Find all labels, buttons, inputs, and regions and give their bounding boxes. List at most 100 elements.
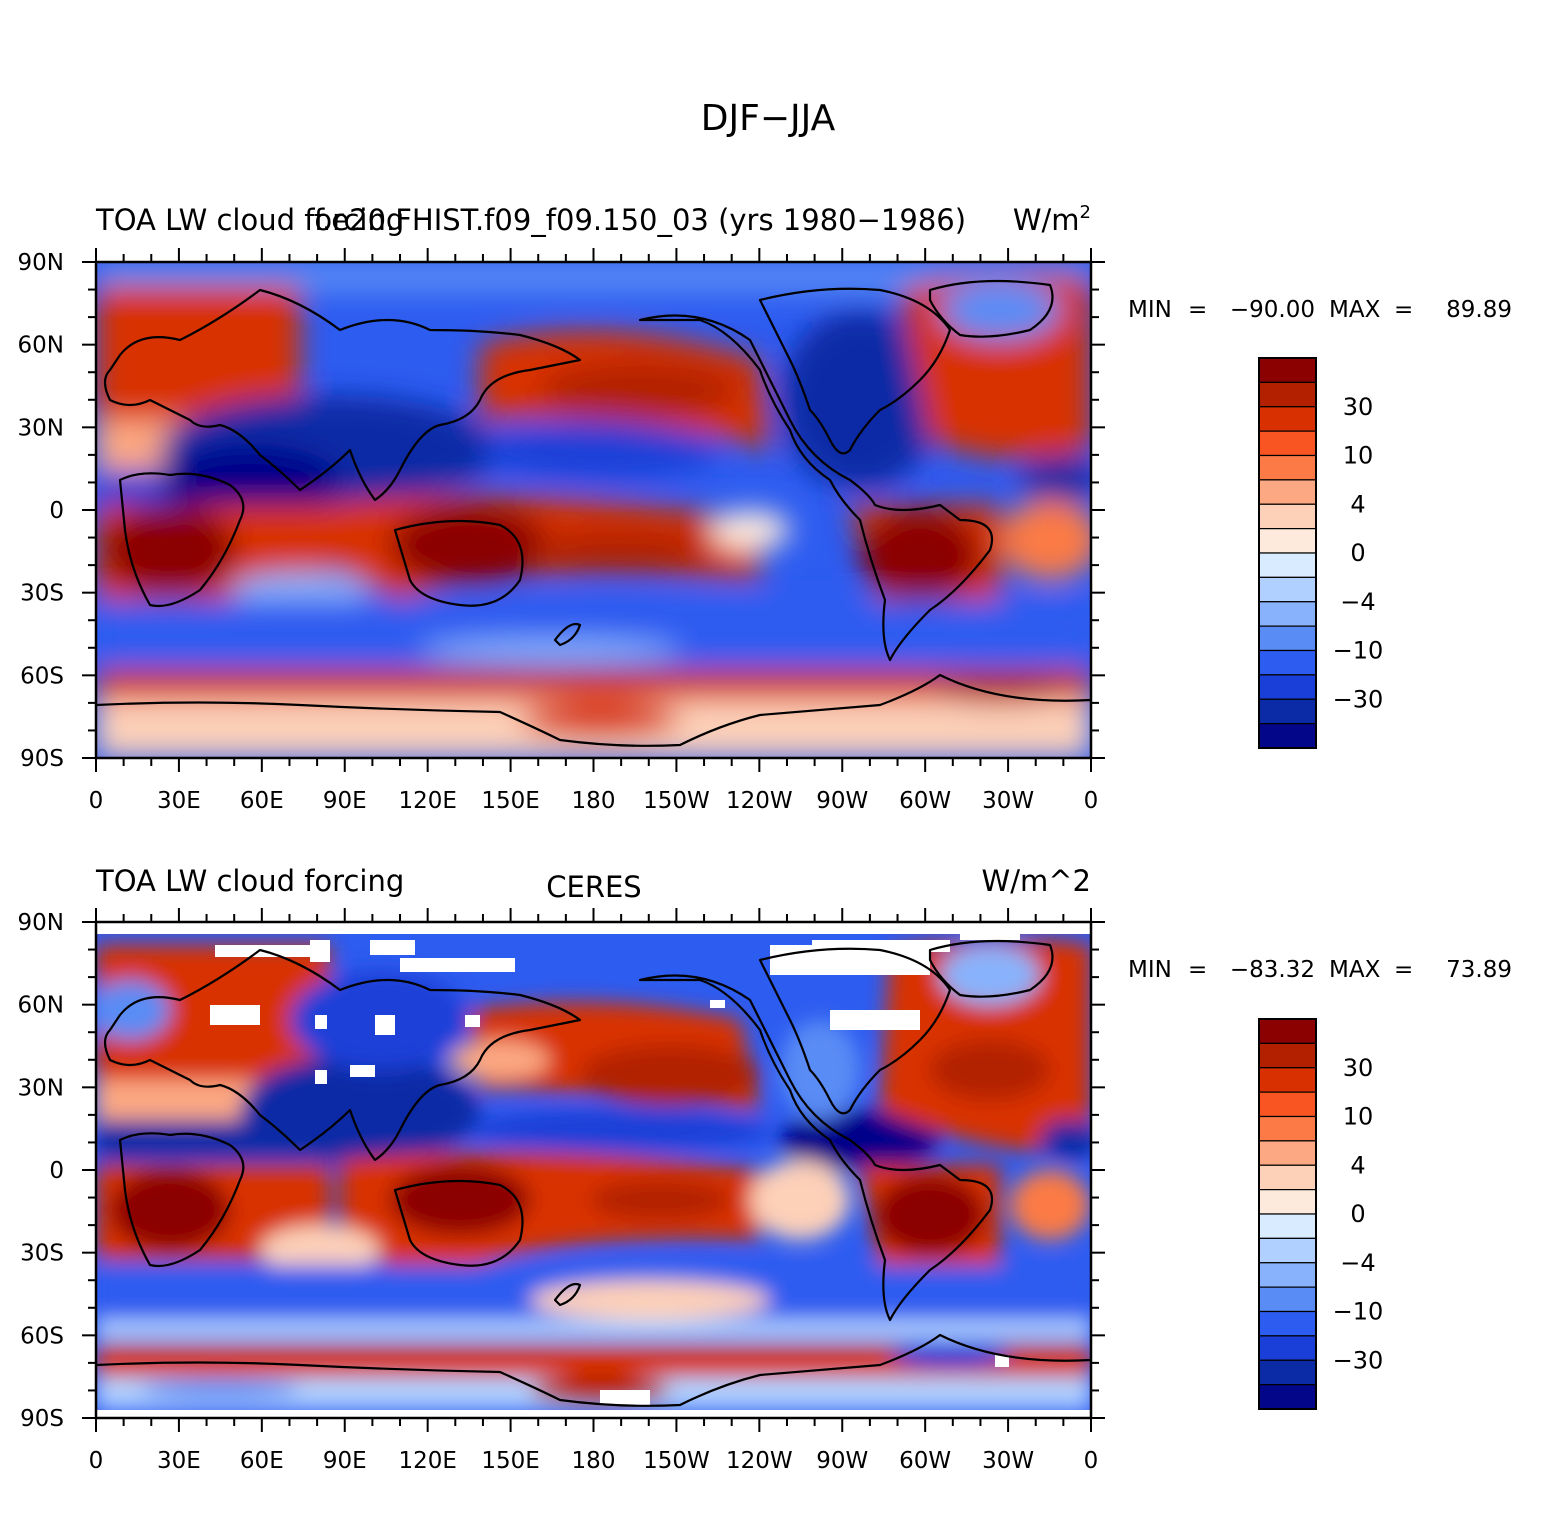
x-tick-label: 150W xyxy=(643,1448,710,1474)
y-tick-label: 60S xyxy=(20,663,64,689)
colorbar-swatch xyxy=(1258,1067,1317,1093)
colorbar-label: −30 xyxy=(1333,1346,1384,1374)
colorbar-model: 30 10 4 0 −4 −10 −30 xyxy=(1258,357,1384,749)
colorbar-swatch xyxy=(1258,576,1317,603)
colorbar-label: 10 xyxy=(1343,442,1374,470)
colorbar-label: 4 xyxy=(1350,1151,1365,1179)
x-tick-label: 0 xyxy=(89,788,104,814)
colorbar-swatch xyxy=(1258,625,1317,652)
y-tick-label: 30S xyxy=(20,1241,64,1267)
colorbar-swatch xyxy=(1258,723,1317,749)
missing-data xyxy=(96,922,1091,1418)
colorbar-swatch xyxy=(1258,357,1317,383)
x-tick-label: 60E xyxy=(240,788,284,814)
x-tick-label: 180 xyxy=(572,1448,616,1474)
x-tick-label: 120E xyxy=(398,1448,456,1474)
min-value: −90.00 xyxy=(1230,297,1315,323)
colorbar-swatch xyxy=(1258,552,1317,578)
colorbar-frame xyxy=(1258,1018,1317,1410)
colorbar-swatch xyxy=(1258,1237,1317,1264)
x-tick-label: 30W xyxy=(982,788,1034,814)
min-label: MIN xyxy=(1128,297,1172,323)
x-tick-label: 90W xyxy=(816,1448,868,1474)
min-eq: = xyxy=(1188,957,1207,983)
max-label: MAX xyxy=(1329,957,1381,983)
panel-center-title: CERES xyxy=(546,870,641,904)
panel-units: W/m^2 xyxy=(982,864,1091,898)
x-tick-label: 120W xyxy=(726,1448,793,1474)
y-tick-label: 0 xyxy=(49,498,64,524)
x-tick-label: 30W xyxy=(982,1448,1034,1474)
y-tick-label: 90S xyxy=(20,1406,64,1432)
colorbar-swatch xyxy=(1258,430,1317,457)
colorbar-swatch xyxy=(1258,479,1317,505)
figure-title: DJF−JJA xyxy=(701,98,836,139)
x-tick-label: 30E xyxy=(157,788,201,814)
min-eq: = xyxy=(1188,297,1207,323)
max-eq: = xyxy=(1394,297,1413,323)
colorbar-swatch xyxy=(1258,1042,1317,1069)
colorbar-label: 30 xyxy=(1343,393,1374,421)
x-tick-label: 30E xyxy=(157,1448,201,1474)
y-tick-label: 90N xyxy=(18,910,64,936)
colorbar-swatch xyxy=(1258,698,1317,725)
x-tick-label: 60E xyxy=(240,1448,284,1474)
colorbar-label: −4 xyxy=(1340,588,1375,616)
y-tick-label: 30S xyxy=(20,581,64,607)
x-tick-label: 120W xyxy=(726,788,793,814)
x-tick-label: 90W xyxy=(816,788,868,814)
units-superscript: 2 xyxy=(1080,202,1091,223)
min-label: MIN xyxy=(1128,957,1172,983)
panel-left-title: TOA LW cloud forcing xyxy=(95,864,404,898)
colorbar-swatch xyxy=(1258,381,1317,408)
colorbar-label: 0 xyxy=(1350,539,1365,567)
colorbar-swatch xyxy=(1258,674,1317,700)
panel-units: W/m2 xyxy=(1013,202,1091,237)
max-eq: = xyxy=(1394,957,1413,983)
y-tick-label: 60N xyxy=(18,333,64,359)
x-tick-label: 150E xyxy=(481,1448,539,1474)
x-tick-label: 150E xyxy=(481,788,539,814)
y-tick-label: 90S xyxy=(20,746,64,772)
panel-left-title: TOA LW cloud forcing xyxy=(95,203,404,237)
colorbar-label: −30 xyxy=(1333,685,1384,713)
colorbar-swatch xyxy=(1258,454,1317,481)
x-tick-label: 120E xyxy=(398,788,456,814)
colorbar-label: 4 xyxy=(1350,490,1365,518)
ticks-ceres: 0 30E 60E 90E 120E 150E 180 150W 120W 90W 60W 30W 09… xyxy=(18,908,1105,1474)
x-tick-label: 0 xyxy=(1084,1448,1099,1474)
min-max-label: MIN = −83.32 MAX = 73.89 xyxy=(1128,957,1512,983)
coastlines-model xyxy=(96,279,1091,747)
ticks-model: 0 30E 60E 90E 120E 150E 180 150W 120W 90W 60W 30W 09… xyxy=(18,248,1105,814)
colorbar-swatch xyxy=(1258,1091,1317,1118)
panel-ceres: 0 30E 60E 90E 120E 150E 180 150W 120W 90W 60W 30W 09… xyxy=(18,864,1512,1474)
colorbar-swatch xyxy=(1258,1164,1317,1191)
colorbar-swatch xyxy=(1258,601,1317,627)
colorbar-swatch xyxy=(1258,1262,1317,1288)
colorbar-swatch xyxy=(1258,649,1317,676)
colorbar-label: 30 xyxy=(1343,1054,1374,1082)
y-tick-label: 30N xyxy=(18,415,64,441)
x-tick-label: 150W xyxy=(643,788,710,814)
y-tick-label: 90N xyxy=(18,250,64,276)
x-tick-label: 0 xyxy=(1084,788,1099,814)
colorbar-swatch xyxy=(1258,1018,1317,1044)
colorbar-label: −10 xyxy=(1333,1298,1384,1326)
min-value: −83.32 xyxy=(1230,957,1315,983)
colorbar-swatch xyxy=(1258,406,1317,432)
x-tick-label: 90E xyxy=(323,1448,367,1474)
max-value: 73.89 xyxy=(1446,957,1512,983)
colorbar-swatch xyxy=(1258,1384,1317,1410)
colorbar-swatch xyxy=(1258,528,1317,554)
colorbar-frame xyxy=(1258,357,1317,749)
colorbar-swatch xyxy=(1258,1335,1317,1361)
max-value: 89.89 xyxy=(1446,297,1512,323)
max-label: MAX xyxy=(1329,297,1381,323)
colorbar-swatch xyxy=(1258,1115,1317,1142)
y-tick-label: 30N xyxy=(18,1075,64,1101)
x-tick-label: 60W xyxy=(899,788,951,814)
colorbar-swatch xyxy=(1258,1213,1317,1239)
min-max-label: MIN = −90.00 MAX = 89.89 xyxy=(1128,297,1512,323)
heatmap-ceres xyxy=(96,922,1091,1418)
